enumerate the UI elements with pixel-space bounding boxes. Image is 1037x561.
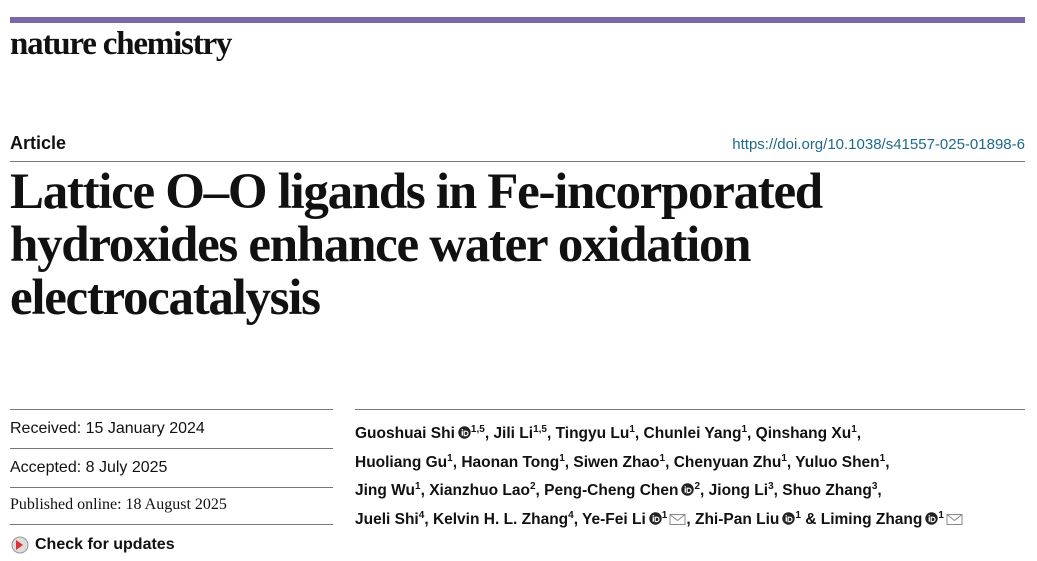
email-icon[interactable]: [946, 513, 963, 526]
separator: ,: [786, 453, 792, 471]
accepted: Accepted: 8 July 2025: [10, 459, 168, 476]
title-line: electrocatalysis: [10, 270, 321, 326]
top-bar: [10, 17, 1025, 23]
author-name: Zhi-Pan Liu: [694, 510, 780, 528]
journal-name: nature chemistry: [10, 26, 232, 62]
affiliation: 4: [418, 509, 425, 521]
affiliation: 1: [661, 509, 668, 521]
affiliation: 1,5: [470, 424, 485, 435]
divider: [10, 487, 333, 488]
affiliation: 3: [768, 481, 774, 493]
separator: ,: [773, 482, 778, 500]
author-line: Guoshuai Shi 1,5, Jili Li1,5, Tingyu Lu1,…: [355, 418, 963, 447]
separator: ,: [747, 425, 752, 442]
author-name: Kelvin H. L. Zhang: [432, 510, 569, 528]
separator: ,: [700, 482, 705, 500]
doi-link[interactable]: https://doi.org/10.1038/s41557-025-01898…: [732, 136, 1025, 153]
author-name: Qinshang Xu: [755, 425, 852, 442]
author-name: Jing Wu: [355, 482, 415, 500]
author-name: Haonan Tong: [461, 453, 560, 471]
author-name: Guoshuai Shi: [355, 425, 455, 442]
email-icon[interactable]: [669, 513, 686, 526]
check-icon: [11, 536, 29, 554]
divider: [355, 409, 1025, 410]
orcid-icon[interactable]: [458, 426, 471, 439]
affiliation: 1: [781, 452, 787, 464]
affiliation: 2: [529, 481, 536, 493]
author-name: Shuo Zhang: [782, 482, 872, 500]
separator: ,: [564, 453, 570, 471]
separator: &: [800, 510, 817, 528]
affiliation: 1,5: [533, 424, 547, 435]
author-name: Chenyuan Zhu: [673, 453, 782, 471]
separator: ,: [424, 510, 429, 528]
divider: [10, 409, 333, 410]
orcid-icon[interactable]: [681, 483, 695, 496]
separator: ,: [665, 453, 670, 471]
divider: [10, 161, 1025, 162]
separator: ,: [546, 425, 552, 442]
separator: ,: [535, 482, 540, 500]
separator: ,: [885, 453, 890, 471]
author-name: Siwen Zhao: [573, 453, 660, 471]
affiliation: 1: [851, 424, 857, 435]
author-name: Jueli Shi: [355, 510, 419, 528]
author-line: Huoliang Gu1, Haonan Tong1, Siwen Zhao1,…: [355, 447, 963, 476]
author-name: Tingyu Lu: [555, 425, 630, 442]
divider: [10, 448, 333, 449]
affiliation: 1: [415, 481, 421, 493]
orcid-icon[interactable]: [649, 512, 662, 525]
affiliation: 1: [879, 452, 886, 464]
title: Lattice O–O ligands in Fe-incorporated h…: [10, 164, 823, 326]
title-line: Lattice O–O ligands in Fe-incorporated: [10, 164, 823, 220]
separator: ,: [573, 510, 579, 528]
author-line: Jing Wu1, Xianzhuo Lao2, Peng-Cheng Chen…: [355, 475, 963, 504]
author-line: Jueli Shi4, Kelvin H. L. Zhang4, Ye-Fei …: [355, 504, 963, 533]
article-type: Article: [10, 133, 67, 153]
affiliation: 1: [795, 509, 801, 521]
author-name: Huoliang Gu: [355, 453, 448, 471]
separator: ,: [484, 425, 490, 442]
affiliation: 3: [871, 481, 878, 493]
separator: ,: [856, 425, 862, 442]
affiliation: 1: [629, 424, 635, 435]
divider: [10, 524, 333, 525]
separator: ,: [686, 510, 691, 528]
orcid-icon[interactable]: [925, 512, 939, 525]
author-name: Liming Zhang: [820, 510, 923, 528]
author-name: Chunlei Yang: [643, 425, 742, 442]
author-name: Jili Li: [493, 425, 534, 442]
affiliation: 1: [741, 424, 748, 435]
author-name: Peng-Cheng Chen: [544, 482, 679, 500]
separator: ,: [877, 482, 882, 500]
author-name: Jiong Li: [708, 482, 769, 500]
affiliation: 2: [694, 481, 701, 493]
published: Published online: 18 August 2025: [10, 496, 227, 513]
separator: ,: [634, 425, 640, 442]
title-line: hydroxides enhance water oxidation: [10, 217, 752, 273]
affiliation: 1: [659, 452, 666, 464]
received: Received: 15 January 2024: [10, 420, 205, 437]
author-name: Xianzhuo Lao: [429, 482, 530, 500]
affiliation: 1: [447, 452, 453, 464]
orcid-icon[interactable]: [782, 512, 796, 525]
affiliation: 1: [938, 509, 944, 521]
check-updates[interactable]: Check for updates: [10, 535, 175, 555]
check-label: Check for updates: [35, 536, 175, 553]
author-name: Yuluo Shen: [795, 453, 880, 471]
author-list: Guoshuai Shi 1,5, Jili Li1,5, Tingyu Lu1,…: [355, 418, 963, 532]
author-name: Ye-Fei Li: [582, 510, 646, 528]
separator: ,: [452, 453, 458, 471]
separator: ,: [420, 482, 425, 500]
affiliation: 1: [559, 452, 565, 464]
affiliation: 4: [568, 509, 574, 521]
